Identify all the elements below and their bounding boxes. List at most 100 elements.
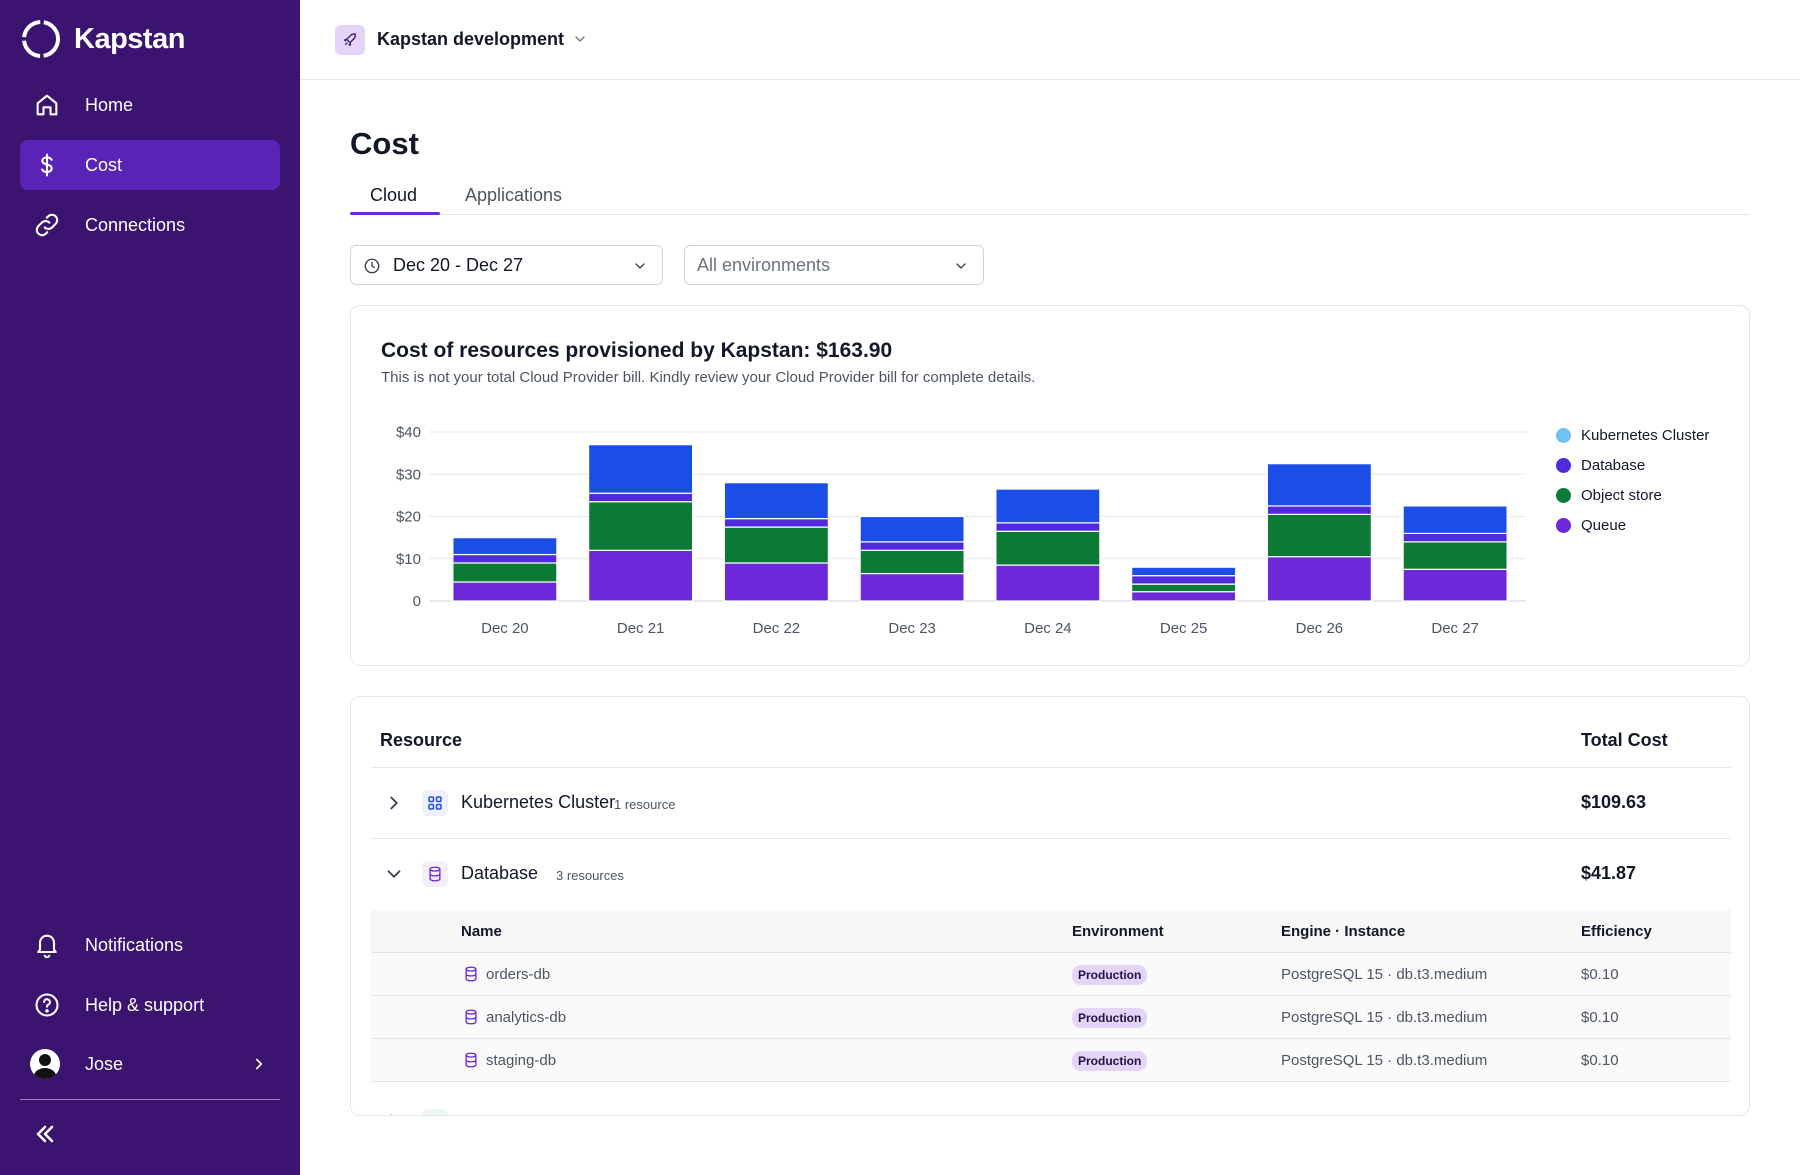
tab-applications[interactable]: Applications [465,185,563,205]
legend-item[interactable]: Kubernetes Cluster [1556,420,1709,450]
chevron-down-icon[interactable] [572,31,588,47]
bar-segment [859,515,965,543]
logo[interactable]: Kapstan [20,18,185,60]
column-header-engine: Engine · Instance [1281,923,1406,940]
column-header-total-cost: Total Cost [1581,730,1668,750]
bar-segment [859,541,965,551]
chevron-down-icon [635,263,645,269]
bar-segment [588,492,694,503]
sidebar-item-label: Notifications [85,934,184,955]
bar-segment [995,530,1101,566]
resource-group-database[interactable]: Database 3 resources $41.87 [371,839,1731,909]
bar-segment [1131,575,1237,585]
collapse-sidebar-icon[interactable] [31,1120,59,1148]
group-count: 3 resources [556,868,624,883]
bar-segment [452,581,558,602]
database-icon [422,861,448,887]
sidebar-divider [20,1099,280,1100]
sidebar-item-label: Connections [85,214,186,235]
table-row[interactable]: staging-db Production PostgreSQL 15 · db… [371,1039,1731,1082]
chevron-down-icon[interactable] [383,863,405,885]
group-cost: $109.63 [1581,792,1647,812]
bar-segment [452,537,558,556]
efficiency-value: $0.10 [1581,1052,1619,1069]
sidebar-item-cost[interactable]: Cost [20,140,280,190]
chevron-right-icon[interactable] [383,792,405,814]
database-subtable-header: Name Environment Engine · Instance Effic… [371,910,1731,953]
tab-cloud[interactable]: Cloud [370,185,418,205]
resource-group-kubernetes[interactable]: Kubernetes Cluster 1 resource $109.63 [371,768,1731,838]
legend-item[interactable]: Queue [1556,510,1709,540]
bar-segment [452,562,558,583]
database-icon [465,1052,477,1068]
environment-select[interactable]: All environments [684,245,984,285]
date-range-value: Dec 20 - Dec 27 [393,255,524,275]
user-menu[interactable]: Jose [20,1039,280,1089]
sidebar-item-home[interactable]: Home [20,80,280,130]
legend-item[interactable]: Object store [1556,480,1709,510]
x-tick-label: Dec 24 [1024,620,1072,637]
bar-segment [1402,541,1508,570]
bar-segment [452,553,558,564]
app-name: Kapstan [74,22,185,55]
bar-segment [1266,556,1372,602]
chevron-down-icon [956,263,966,269]
chart-title: Cost of resources provisioned by Kapstan… [381,339,893,362]
resource-cost-table: Resource Total Cost Kubernetes Cluster 1… [350,696,1750,1116]
bar-segment [723,526,829,564]
resource-name: analytics-db [486,1009,567,1026]
home-icon [32,90,62,120]
legend-label: Database [1581,456,1646,474]
efficiency-value: $0.10 [1581,1009,1619,1026]
bar-segment [1266,463,1372,507]
x-tick-label: Dec 22 [753,620,801,637]
group-name: Kubernetes Cluster [461,792,616,812]
efficiency-value: $0.10 [1581,966,1619,983]
cluster-icon [422,790,448,816]
bar-segment [588,549,694,602]
legend-label: Kubernetes Cluster [1581,426,1710,444]
bell-icon [32,930,62,960]
x-tick-label: Dec 20 [481,620,529,637]
environment-placeholder: All environments [697,255,831,275]
sidebar-item-notifications[interactable]: Notifications [20,920,280,970]
resource-name: staging-db [486,1052,557,1069]
column-header-environment: Environment [1072,923,1164,940]
date-range-select[interactable]: Dec 20 - Dec 27 [350,245,663,285]
column-header-efficiency: Efficiency [1581,923,1652,940]
bar-segment [995,522,1101,532]
legend-label: Queue [1581,516,1627,534]
table-row[interactable]: analytics-db Production PostgreSQL 15 · … [371,996,1731,1039]
bar-segment [588,501,694,551]
x-tick-label: Dec 23 [888,620,936,637]
y-tick-label: $20 [396,509,421,526]
sidebar: Kapstan Home Cost Connections Notificati… [0,0,300,1175]
engine-instance: PostgreSQL 15 · db.t3.medium [1281,966,1488,983]
x-tick-label: Dec 26 [1296,620,1344,637]
sidebar-item-help[interactable]: Help & support [20,980,280,1030]
bar-segment [995,564,1101,602]
divider [371,767,1731,768]
chevron-right-icon [255,1058,263,1070]
database-icon [465,1009,477,1025]
chevron-right-icon[interactable] [383,1110,405,1116]
group-count: 1 resource [614,797,676,812]
project-selector[interactable]: Kapstan development [377,29,565,49]
legend-dot [1556,517,1571,533]
y-tick-label: $10 [396,551,421,568]
legend-label: Object store [1581,486,1662,504]
topbar: Kapstan development [300,0,1800,80]
help-icon [32,990,62,1020]
legend-item[interactable]: Database [1556,450,1709,480]
bar-segment [723,482,829,520]
chart-legend: Kubernetes Cluster Database Object store… [1556,420,1709,540]
y-tick-label: $40 [396,424,421,441]
bar-segment [588,444,694,494]
kapstan-logo-icon [22,20,60,58]
x-tick-label: Dec 27 [1431,620,1479,637]
table-row[interactable]: orders-db Production PostgreSQL 15 · db.… [371,953,1731,996]
bar-segment [1266,513,1372,558]
sidebar-item-connections[interactable]: Connections [20,200,280,250]
environment-badge: Production [1072,1051,1148,1071]
x-tick-label: Dec 21 [617,620,665,637]
